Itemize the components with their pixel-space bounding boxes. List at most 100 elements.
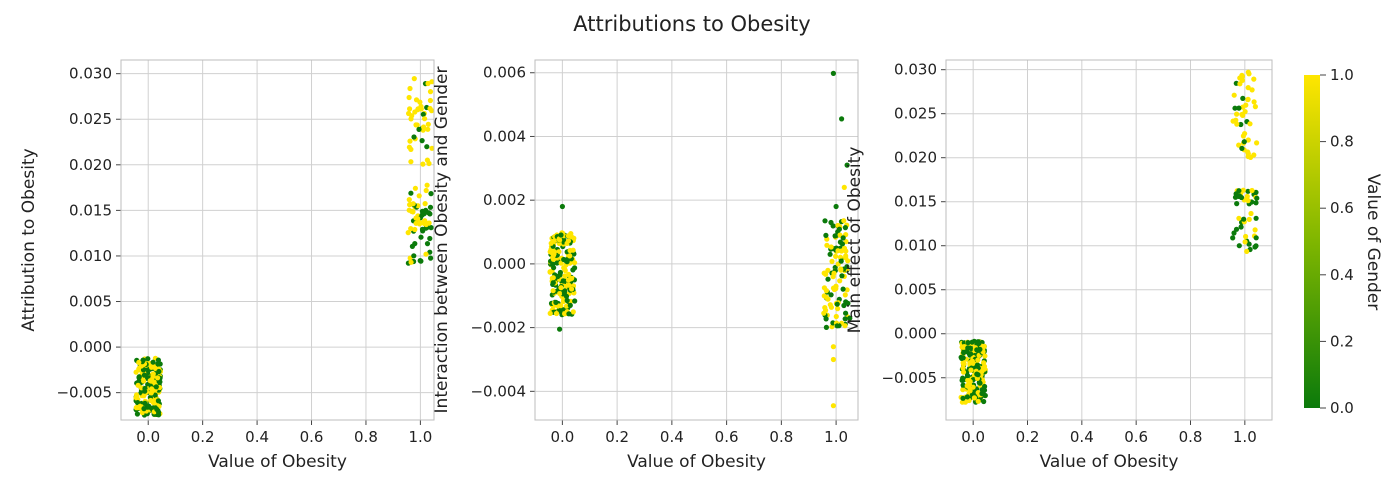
x-tick-label: 0.8 bbox=[354, 428, 378, 446]
scatter-point bbox=[1231, 92, 1237, 98]
plot-frame bbox=[120, 59, 435, 421]
scatter-point bbox=[1251, 99, 1257, 105]
scatter-point bbox=[1230, 118, 1236, 124]
scatter-point bbox=[842, 316, 848, 322]
scatter-point bbox=[417, 99, 423, 105]
scatter-point bbox=[968, 351, 974, 357]
scatter-point bbox=[843, 310, 849, 316]
scatter-point bbox=[835, 306, 841, 312]
scatter-point bbox=[141, 393, 147, 399]
scatter-point bbox=[557, 290, 563, 297]
scatter-point bbox=[428, 225, 434, 231]
x-tick-label: 0.2 bbox=[1016, 428, 1040, 446]
scatter-point bbox=[960, 365, 966, 371]
scatter-point bbox=[1236, 193, 1242, 199]
scatter-point bbox=[1242, 239, 1248, 245]
scatter-point bbox=[141, 406, 147, 412]
scatter-point bbox=[828, 292, 834, 298]
scatter-point bbox=[1253, 215, 1259, 221]
scatter-panel-1: 0.0 0.2 0.4 0.6 0.8 1.0 −0.005 0.000 0.005 0.010 0… bbox=[19, 59, 435, 472]
scatter-point bbox=[965, 340, 971, 346]
scatter-point bbox=[561, 290, 568, 296]
x-tick-label: 0.2 bbox=[191, 428, 215, 446]
scatter-point bbox=[976, 340, 982, 346]
scatter-point bbox=[967, 360, 973, 366]
scatter-point bbox=[150, 359, 156, 365]
scatter-point bbox=[409, 113, 415, 119]
scatter-point bbox=[967, 388, 973, 394]
scatter-point bbox=[134, 411, 140, 417]
scatter-point bbox=[145, 356, 151, 362]
scatter-point bbox=[821, 310, 827, 316]
scatter-point bbox=[557, 326, 563, 332]
y-axis-label: Main effect of Obesity bbox=[845, 147, 865, 334]
scatter-point bbox=[424, 144, 430, 150]
scatter-point bbox=[415, 106, 421, 112]
scatter-point bbox=[1245, 137, 1251, 143]
scatter-point bbox=[141, 378, 147, 384]
scatter-point bbox=[838, 258, 844, 264]
scatter-point bbox=[844, 287, 850, 293]
scatter-point bbox=[419, 226, 426, 232]
scatter-point bbox=[1230, 235, 1236, 241]
scatter-point bbox=[564, 297, 570, 304]
scatter-point bbox=[422, 116, 428, 122]
scatter-point bbox=[1246, 241, 1252, 247]
x-tick-label: 0.6 bbox=[300, 428, 324, 446]
scatter-point bbox=[429, 108, 435, 114]
scatter-point bbox=[1245, 85, 1251, 91]
y-tick-label: 0.000 bbox=[69, 338, 112, 356]
scatter-point bbox=[830, 403, 837, 409]
scatter-point bbox=[1245, 198, 1251, 204]
scatter-point bbox=[428, 255, 434, 261]
scatter-point bbox=[406, 207, 412, 213]
scatter-point bbox=[833, 253, 839, 259]
x-axis-label: Value of Obesity bbox=[208, 452, 347, 472]
scatter-point bbox=[1241, 216, 1247, 222]
axes: 0.0 0.2 0.4 0.6 0.8 1.0 −0.005 0.000 0.005 0.010 0… bbox=[19, 59, 435, 472]
scatter-point bbox=[841, 184, 847, 190]
scatter-point bbox=[1236, 142, 1242, 148]
scatter-point bbox=[421, 219, 427, 225]
scatter-point bbox=[406, 94, 412, 101]
scatter-point bbox=[842, 323, 848, 329]
y-tick-label: −0.002 bbox=[470, 319, 526, 337]
scatter-point bbox=[140, 357, 146, 363]
scatter-point bbox=[424, 182, 430, 188]
scatter-point bbox=[154, 406, 160, 412]
scatter-point bbox=[832, 233, 838, 239]
y-tick-label: 0.015 bbox=[69, 201, 112, 219]
scatter-point bbox=[155, 375, 161, 381]
y-axis-label: Interaction between Obesity and Gender bbox=[432, 67, 452, 414]
scatter-point bbox=[550, 280, 556, 286]
scatter-point bbox=[1233, 226, 1240, 232]
scatter-point bbox=[411, 134, 417, 140]
scatter-panels: 0.0 0.2 0.4 0.6 0.8 1.0 −0.005 0.000 0.005 0.010 0… bbox=[19, 59, 1273, 472]
scatter-point bbox=[425, 80, 431, 87]
plot-frame bbox=[945, 59, 1273, 421]
scatter-point bbox=[825, 267, 831, 273]
scatter-point bbox=[566, 282, 572, 288]
scatter-point bbox=[562, 267, 568, 274]
x-tick-label: 0.8 bbox=[769, 428, 793, 446]
x-tick-label: 0.4 bbox=[245, 428, 269, 446]
scatter-point bbox=[1254, 140, 1260, 146]
scatter-point bbox=[141, 372, 147, 378]
plot-frame bbox=[534, 59, 859, 421]
x-tick-label: 1.0 bbox=[1233, 428, 1257, 446]
y-tick-label: 0.020 bbox=[69, 156, 112, 174]
scatter-point bbox=[1236, 243, 1242, 249]
scatter-point bbox=[408, 159, 414, 165]
y-tick-label: 0.005 bbox=[69, 293, 112, 311]
scatter-point bbox=[155, 357, 161, 363]
scatter-point bbox=[830, 223, 836, 229]
scatter-point bbox=[841, 218, 847, 224]
points bbox=[547, 70, 853, 409]
scatter-point bbox=[1238, 121, 1244, 128]
colorbar-tick-label: 0.0 bbox=[1330, 399, 1354, 417]
scatter-point bbox=[147, 378, 153, 384]
scatter-point bbox=[558, 260, 564, 266]
scatter-point bbox=[416, 193, 422, 199]
scatter-point bbox=[834, 323, 840, 329]
